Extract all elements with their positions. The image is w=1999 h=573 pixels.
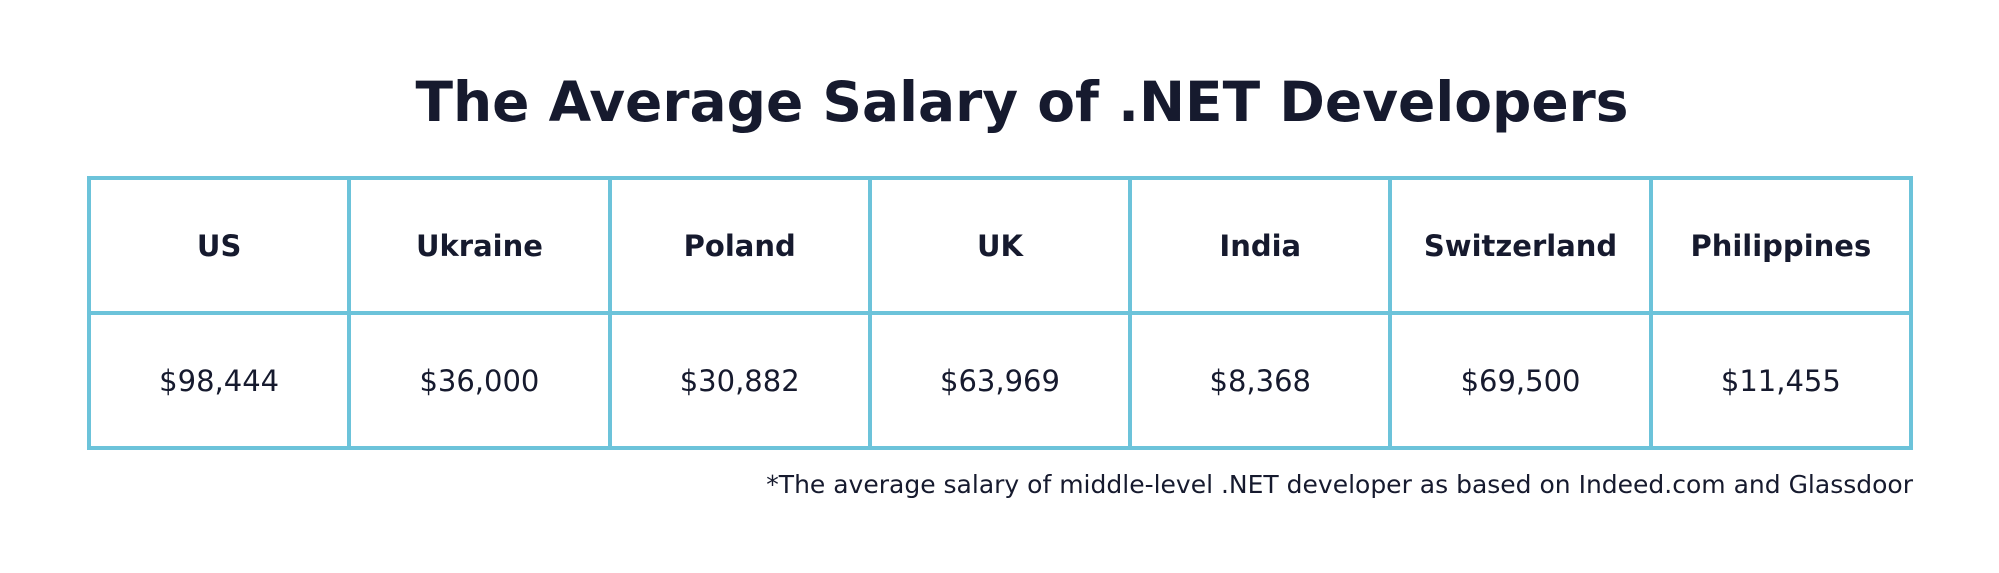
salary-value-cell: $98,444 — [86, 311, 352, 450]
source-footnote: *The average salary of middle-level .NET… — [766, 470, 1913, 499]
country-header-cell: Ukraine — [347, 176, 612, 315]
salary-value-cell: $30,882 — [607, 311, 872, 450]
salary-value-cell: $63,969 — [867, 311, 1133, 450]
table-header-row: US Ukraine Poland UK India Switzerland P… — [86, 176, 1914, 315]
salary-value-cell: $69,500 — [1388, 311, 1653, 450]
country-header-cell: US — [86, 176, 352, 315]
salary-value-cell: $8,368 — [1128, 311, 1393, 450]
salary-value-cell: $36,000 — [347, 311, 612, 450]
country-header-cell: Switzerland — [1388, 176, 1653, 315]
country-header-cell: India — [1128, 176, 1393, 315]
country-header-cell: Philippines — [1648, 176, 1914, 315]
table-values-row: $98,444 $36,000 $30,882 $63,969 $8,368 $… — [86, 311, 1914, 450]
country-header-cell: UK — [867, 176, 1133, 315]
chart-title: The Average Salary of .NET Developers — [415, 70, 1629, 134]
salary-table: US Ukraine Poland UK India Switzerland P… — [86, 176, 1914, 450]
salary-value-cell: $11,455 — [1648, 311, 1914, 450]
country-header-cell: Poland — [607, 176, 872, 315]
